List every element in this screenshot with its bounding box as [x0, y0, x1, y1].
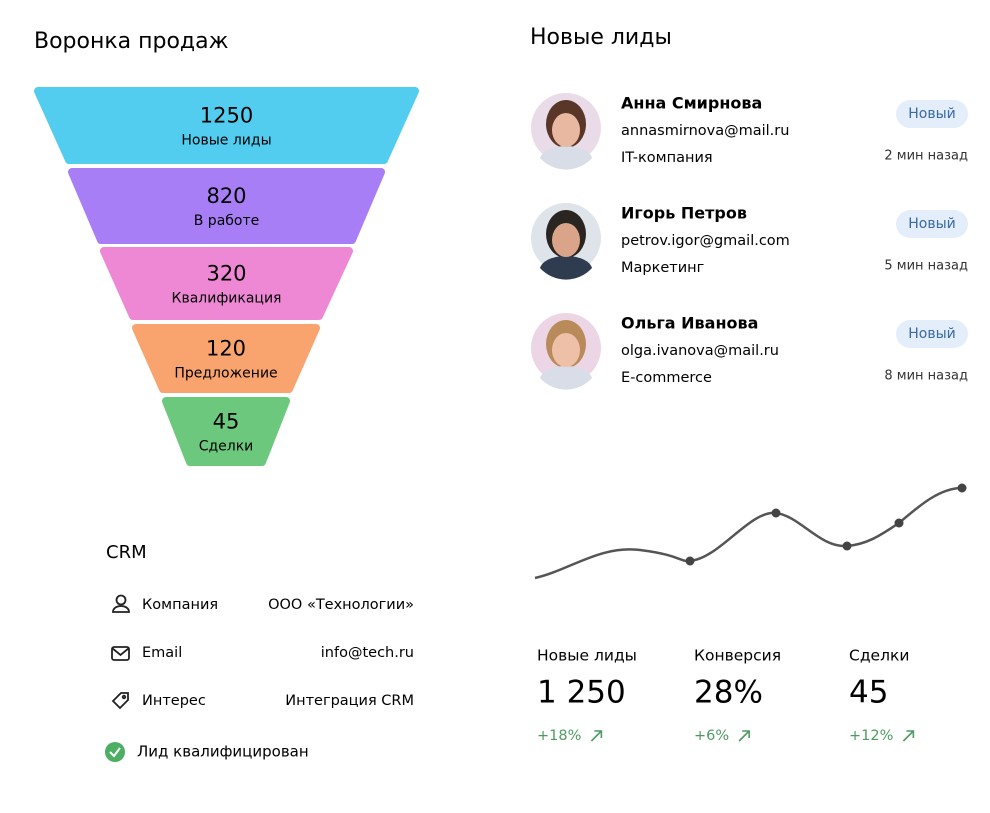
funnel-stage: [162, 397, 290, 466]
lead-email: annasmirnova@mail.ru: [621, 123, 789, 139]
stage-label: Новые лиды: [181, 133, 271, 149]
stat-value: 28%: [694, 675, 763, 711]
crm-label: Интерес: [142, 693, 206, 709]
trend-arrow: [902, 730, 915, 742]
lead-status: Новый: [908, 326, 956, 342]
stat-label: Сделки: [849, 647, 909, 665]
lead-company: IT-компания: [621, 150, 713, 166]
avatar-body: [540, 366, 592, 390]
check-mark: [109, 747, 121, 758]
avatar-body: [540, 256, 592, 280]
lead-time: 8 мин назад: [884, 369, 968, 384]
stage-label: Сделки: [199, 439, 254, 455]
avatar-body: [540, 146, 592, 170]
trend-arrow: [590, 730, 603, 742]
lead-name: Игорь Петров: [621, 204, 747, 223]
stat-label: Конверсия: [694, 647, 781, 665]
crm-icons: [111, 594, 130, 710]
lead-name: Ольга Иванова: [621, 314, 758, 333]
lead-status: Новый: [908, 216, 956, 232]
lead-email: olga.ivanova@mail.ru: [621, 343, 779, 359]
crm-label: Компания: [142, 597, 218, 613]
lead-status: Новый: [908, 106, 956, 122]
stat-value: 45: [849, 675, 888, 711]
funnel-stage: [34, 87, 419, 164]
stage-label: Предложение: [174, 366, 277, 382]
stage-label: В работе: [194, 213, 260, 229]
funnel-stage: [132, 324, 320, 393]
crm-title: CRM: [106, 542, 147, 563]
stat-change: +6%: [694, 728, 729, 744]
lead-time: 2 мин назад: [884, 149, 968, 164]
lead-name: Анна Смирнова: [621, 94, 762, 113]
lead-company: Маркетинг: [621, 260, 704, 276]
avatar-face: [552, 333, 580, 367]
sparkline-dots: [685, 483, 967, 566]
status-badge: [896, 320, 968, 348]
leads-title: Новые лиды: [530, 25, 672, 50]
status-badge: [896, 100, 968, 128]
lead-email: petrov.igor@gmail.com: [621, 233, 790, 249]
stage-value: 120: [206, 337, 246, 361]
avatar-face: [552, 223, 580, 257]
funnel-stage: [100, 247, 353, 320]
lead-time: 5 мин назад: [884, 259, 968, 274]
funnel-title: Воронка продаж: [34, 29, 229, 54]
stage-value: 1250: [200, 104, 253, 128]
funnel-stage: [68, 168, 385, 244]
stage-value: 45: [213, 410, 240, 434]
stage-label: Квалификация: [172, 291, 282, 307]
crm-label: Email: [142, 645, 182, 661]
avatar-face: [552, 113, 580, 147]
crm-value: ООО «Технологии»: [268, 597, 414, 613]
stat-change: +18%: [537, 728, 581, 744]
status-badge: [896, 210, 968, 238]
stage-value: 320: [206, 262, 246, 286]
stat-value: 1 250: [537, 675, 626, 711]
stat-change: +12%: [849, 728, 893, 744]
stat-label: Новые лиды: [537, 647, 637, 665]
crm-value: Интеграция CRM: [285, 693, 414, 709]
check-icon: [105, 742, 125, 762]
trend-arrow: [738, 730, 750, 742]
lead-company: E-commerce: [621, 370, 712, 386]
sparkline: [534, 486, 963, 580]
crm-value: info@tech.ru: [321, 645, 414, 661]
stage-value: 820: [206, 184, 246, 208]
crm-status: Лид квалифицирован: [137, 743, 309, 761]
